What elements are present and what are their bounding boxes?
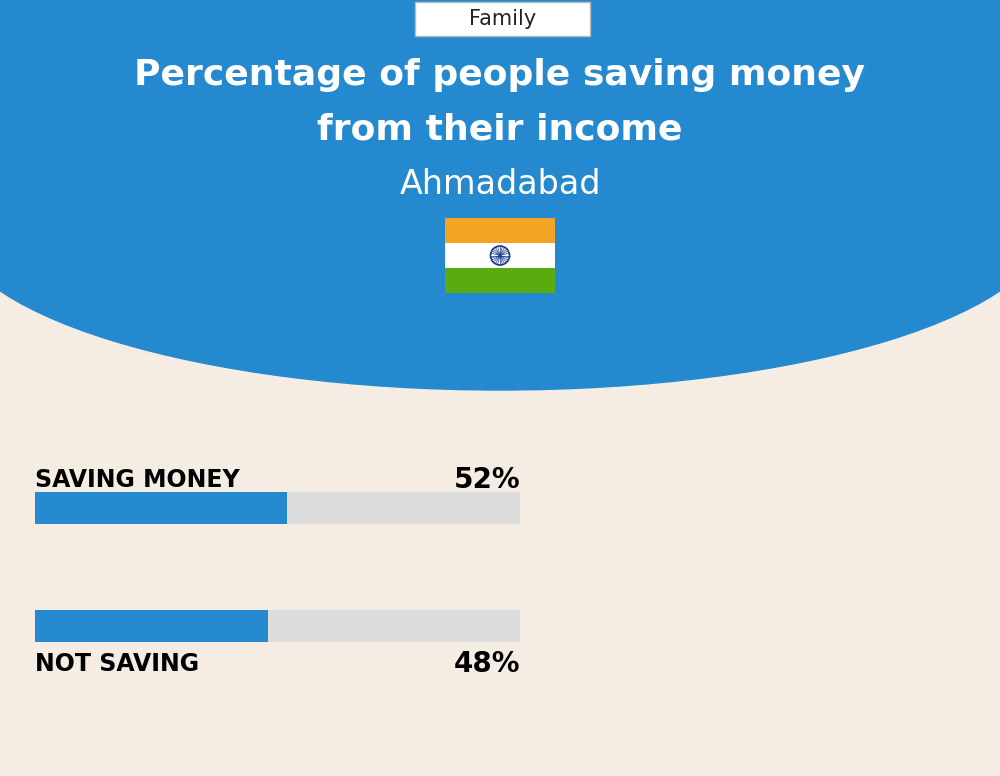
FancyBboxPatch shape — [415, 2, 590, 36]
Bar — [35, 610, 268, 642]
Text: 48%: 48% — [454, 650, 520, 678]
Bar — [445, 218, 555, 243]
Bar — [35, 610, 520, 642]
Text: 52%: 52% — [453, 466, 520, 494]
Bar — [35, 492, 287, 524]
Bar — [445, 268, 555, 293]
Text: Ahmadabad: Ahmadabad — [399, 168, 601, 202]
Text: Family: Family — [469, 9, 536, 29]
Text: from their income: from their income — [317, 113, 683, 147]
Bar — [0, 0, 1000, 220]
Text: Percentage of people saving money: Percentage of people saving money — [134, 58, 866, 92]
Bar — [35, 492, 520, 524]
Text: SAVING MONEY: SAVING MONEY — [35, 468, 240, 492]
Bar — [445, 243, 555, 268]
Text: NOT SAVING: NOT SAVING — [35, 652, 199, 676]
Ellipse shape — [0, 50, 1000, 390]
